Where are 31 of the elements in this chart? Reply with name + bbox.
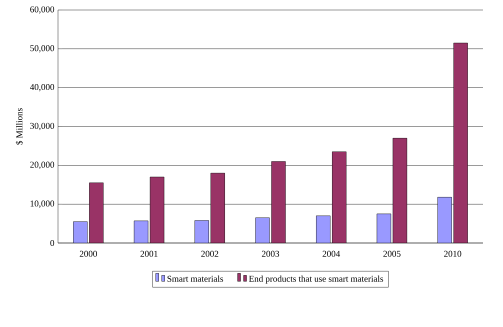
bar [150, 176, 164, 243]
y-axis-title: $ Millions [16, 108, 23, 145]
x-tick-label: 2005 [383, 250, 401, 257]
bar [437, 196, 452, 243]
x-tick-label: 2001 [140, 250, 158, 257]
y-tick-label: 10,000 [30, 200, 54, 208]
bar [73, 221, 88, 243]
bar [271, 161, 286, 243]
legend-label: End products that use smart materials [249, 275, 384, 284]
bar [316, 216, 330, 243]
x-tick-label: 2002 [201, 250, 218, 257]
y-tick-label: 50,000 [30, 45, 54, 52]
bar [89, 182, 104, 243]
y-tick-label: 0 [50, 240, 54, 246]
x-tick-label: 2004 [322, 250, 340, 257]
x-tick-label: 2010 [444, 250, 462, 257]
legend-label: Smart materials [168, 275, 224, 282]
bar [210, 172, 225, 243]
bar [376, 214, 392, 243]
x-tick-label: 2000 [80, 250, 97, 257]
bar [194, 220, 209, 243]
bar [453, 42, 468, 243]
y-tick-label: 20,000 [30, 162, 54, 169]
bar [332, 152, 346, 243]
x-tick-label: 2003 [262, 250, 280, 257]
bar [134, 220, 148, 243]
bar [392, 138, 408, 243]
bar [255, 218, 270, 243]
y-tick-label: 30,000 [30, 122, 54, 130]
y-tick-label: 60,000 [30, 6, 54, 14]
y-tick-label: 40,000 [30, 84, 54, 92]
